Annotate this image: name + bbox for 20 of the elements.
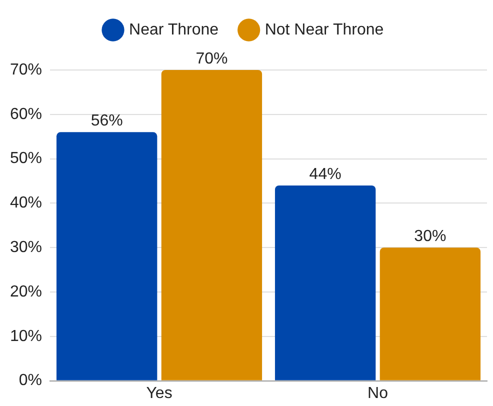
data-label: 44% <box>309 166 342 183</box>
y-tick-label: 60% <box>10 106 42 123</box>
y-tick-label: 0% <box>18 372 42 390</box>
y-tick-label: 10% <box>10 328 42 345</box>
bar <box>161 70 262 380</box>
y-tick-label: 30% <box>10 239 42 256</box>
bar <box>380 248 481 380</box>
bar <box>56 132 158 380</box>
data-label: 30% <box>414 228 446 246</box>
y-tick-label: 70% <box>10 61 42 78</box>
x-tick-label: No <box>368 384 388 402</box>
data-label: 56% <box>90 112 123 130</box>
y-tick-label: 20% <box>10 283 42 300</box>
y-tick-label: 40% <box>10 194 42 212</box>
bar <box>274 185 376 380</box>
data-label: 70% <box>196 50 228 68</box>
legend-label: Near Throne <box>129 21 219 38</box>
legend-label: Not Near Throne <box>264 21 384 38</box>
y-tick-label: 50% <box>10 150 42 168</box>
x-tick-label: Yes <box>146 384 172 402</box>
